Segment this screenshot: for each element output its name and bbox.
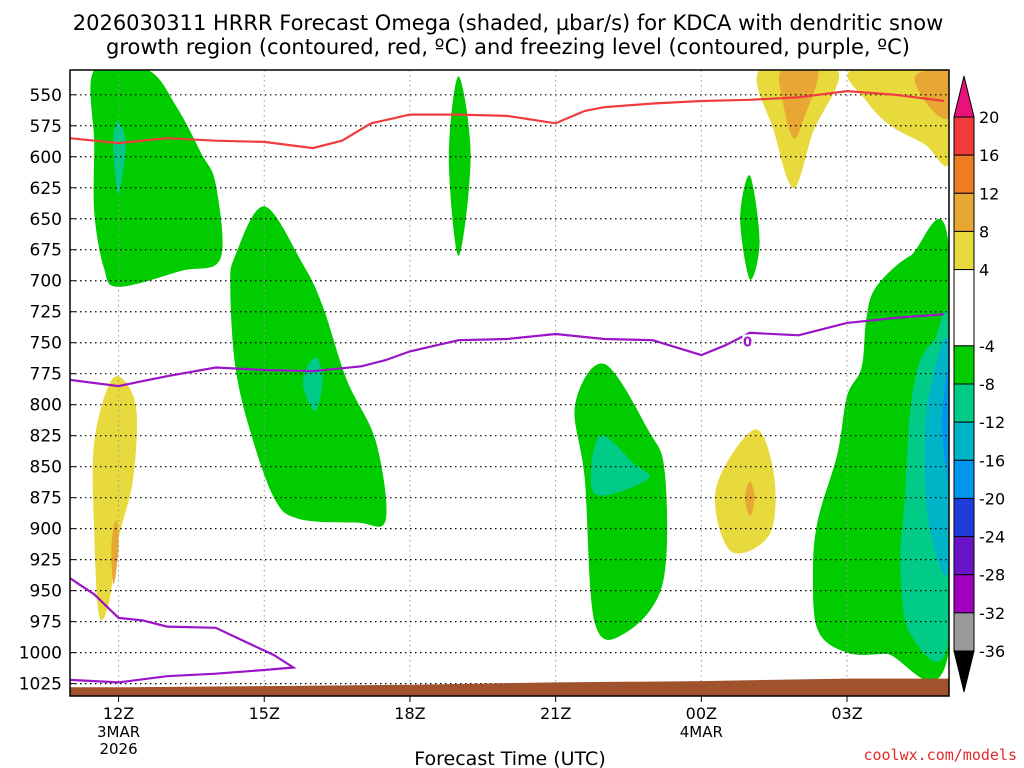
x-tick-label-21Z: 21Z [540,704,571,723]
colorbar-label-4: 4 [979,261,989,280]
x-axis-label: Forecast Time (UTC) [414,748,605,768]
y-tick-label-550: 550 [30,86,62,106]
omega-region-12 [92,376,138,621]
omega-region-7 [740,175,760,280]
omega-region-10 [924,337,949,576]
y-tick-label-600: 600 [30,148,62,168]
y-tick-label-1000: 1000 [19,644,62,664]
chart-title-line1: 2026030311 HRRR Forecast Omega (shaded, … [73,11,944,35]
colorbar-top-arrow [953,75,975,118]
omega-region-0 [90,70,223,287]
omega-region-11 [941,368,949,481]
chart-title-line2: growth region (contoured, red, ºC) and f… [106,35,910,59]
y-tick-label-1025: 1025 [19,675,62,695]
contour-lines: 0 [70,89,945,684]
contour-label-bg [742,334,753,348]
y-tick-label-950: 950 [30,582,62,602]
y-axis: 550 575 600 625 650 675 700 725 750 775 800 825 850 8… [19,86,76,695]
freezing-level-label: 0 [743,335,752,350]
colorbar-segment-8 [953,459,975,499]
colorbar-segment-6 [953,383,975,423]
colorbar-segment-2 [953,192,975,232]
colorbar: 20 16 12 8 4 -4 -8 -12 -16 -20 -24 -28 -32 -36 [953,75,1005,693]
plot-area: 0 [69,69,950,697]
colorbar-segment-11 [953,574,975,614]
y-tick-label-725: 725 [30,303,62,323]
omega-region-4 [448,76,471,256]
x-date-label-12Z: 3MAR [97,723,140,741]
colorbar-label-20: 20 [979,108,999,127]
y-tick-label-650: 650 [30,210,62,230]
colorbar-label-8: 8 [979,222,989,241]
colorbar-label--8: -8 [979,375,995,394]
omega-region-5 [574,363,668,640]
plot-frame [69,69,950,697]
y-tick-label-625: 625 [30,179,62,199]
y-tick-label-925: 925 [30,551,62,571]
y-tick-label-675: 675 [30,241,62,261]
colorbar-segment-3 [953,230,975,271]
colorbar-segment-5 [953,345,975,385]
freezing-level-lower-contour [70,577,297,684]
omega-region-19 [914,70,949,119]
colorbar-label-12: 12 [979,184,999,203]
colorbar-label--32: -32 [979,604,1005,623]
omega-region-13 [111,520,119,585]
y-tick-label-975: 975 [30,613,62,633]
omega-region-14 [714,429,776,554]
colorbar-segment-10 [953,536,975,576]
y-tick-label-800: 800 [30,396,62,416]
colorbar-segment-0 [953,116,975,156]
omega-region-6 [590,434,650,496]
colorbar-label--4: -4 [979,337,995,356]
x-tick-label-15Z: 15Z [249,704,280,723]
colorbar-segment-7 [953,421,975,461]
x-tick-label-12Z: 12Z [103,704,134,723]
colorbar-label--28: -28 [979,566,1005,585]
omega-region-15 [745,481,755,517]
y-tick-label-875: 875 [30,489,62,509]
y-tick-label-775: 775 [30,365,62,385]
watermark: coolwx.com/models [863,746,1017,764]
y-tick-label-825: 825 [30,427,62,447]
omega-region-1 [113,121,126,195]
colorbar-segment-12 [953,612,975,652]
x-tick-label-00Z: 00Z [686,704,717,723]
colorbar-label--16: -16 [979,451,1005,470]
dendritic-growth-contour [70,89,945,150]
y-tick-label-750: 750 [30,334,62,354]
y-tick-label-700: 700 [30,272,62,292]
x-date-label-00Z: 4MAR [680,723,723,741]
omega-region-17 [779,70,819,139]
terrain-area [70,678,949,696]
y-tick-label-575: 575 [30,117,62,137]
freezing-level-contour [70,313,945,388]
colorbar-label--12: -12 [979,413,1005,432]
omega-shading [90,70,949,681]
colorbar-segment-4 [953,269,975,347]
x-tick-label-18Z: 18Z [394,704,425,723]
colorbar-bottom-arrow [953,650,975,693]
colorbar-label--24: -24 [979,528,1005,547]
terrain-fill [70,678,949,696]
colorbar-label--20: -20 [979,489,1005,508]
y-tick-label-900: 900 [30,520,62,540]
colorbar-segment-1 [953,154,975,194]
colorbar-segment-9 [953,497,975,538]
colorbar-label--36: -36 [979,642,1005,661]
y-tick-label-850: 850 [30,458,62,478]
colorbar-label-16: 16 [979,146,999,165]
x-tick-label-03Z: 03Z [831,704,862,723]
x-year-label-12Z: 2026 [99,740,137,758]
